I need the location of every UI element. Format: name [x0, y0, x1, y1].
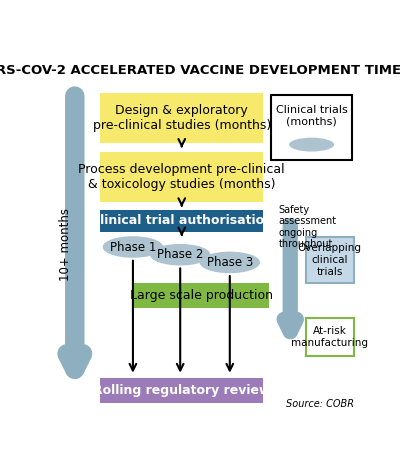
FancyBboxPatch shape — [306, 237, 354, 283]
Text: At-risk
manufacturing: At-risk manufacturing — [291, 326, 368, 348]
Text: Overlapping
clinical
trials: Overlapping clinical trials — [298, 243, 362, 276]
FancyBboxPatch shape — [134, 283, 269, 308]
Text: Clinical trials
(months): Clinical trials (months) — [276, 105, 348, 127]
Text: Design & exploratory
pre-clinical studies (months): Design & exploratory pre-clinical studie… — [93, 104, 271, 132]
Ellipse shape — [150, 244, 210, 265]
FancyBboxPatch shape — [100, 93, 263, 143]
Text: Clinical trial authorisation: Clinical trial authorisation — [91, 214, 273, 227]
Text: SARS-COV-2 ACCELERATED VACCINE DEVELOPMENT TIMELINE: SARS-COV-2 ACCELERATED VACCINE DEVELOPME… — [0, 64, 400, 77]
Text: Phase 1: Phase 1 — [110, 241, 156, 254]
Text: Large scale production: Large scale production — [130, 289, 273, 302]
FancyBboxPatch shape — [306, 318, 354, 356]
Ellipse shape — [103, 236, 163, 258]
FancyBboxPatch shape — [100, 210, 263, 232]
Ellipse shape — [289, 138, 334, 151]
FancyBboxPatch shape — [100, 152, 263, 202]
Text: Process development pre-clinical
& toxicology studies (months): Process development pre-clinical & toxic… — [78, 163, 285, 191]
Text: Source: COBR: Source: COBR — [286, 399, 354, 409]
Text: Safety
assessment
ongoing
throughout: Safety assessment ongoing throughout — [279, 205, 337, 249]
Text: Phase 2: Phase 2 — [157, 248, 203, 261]
FancyBboxPatch shape — [271, 94, 352, 160]
FancyBboxPatch shape — [100, 378, 263, 403]
Text: Phase 3: Phase 3 — [207, 256, 253, 269]
Ellipse shape — [200, 252, 260, 273]
Text: Rolling regulatory review: Rolling regulatory review — [93, 384, 270, 397]
Text: 10+ months: 10+ months — [59, 208, 72, 281]
